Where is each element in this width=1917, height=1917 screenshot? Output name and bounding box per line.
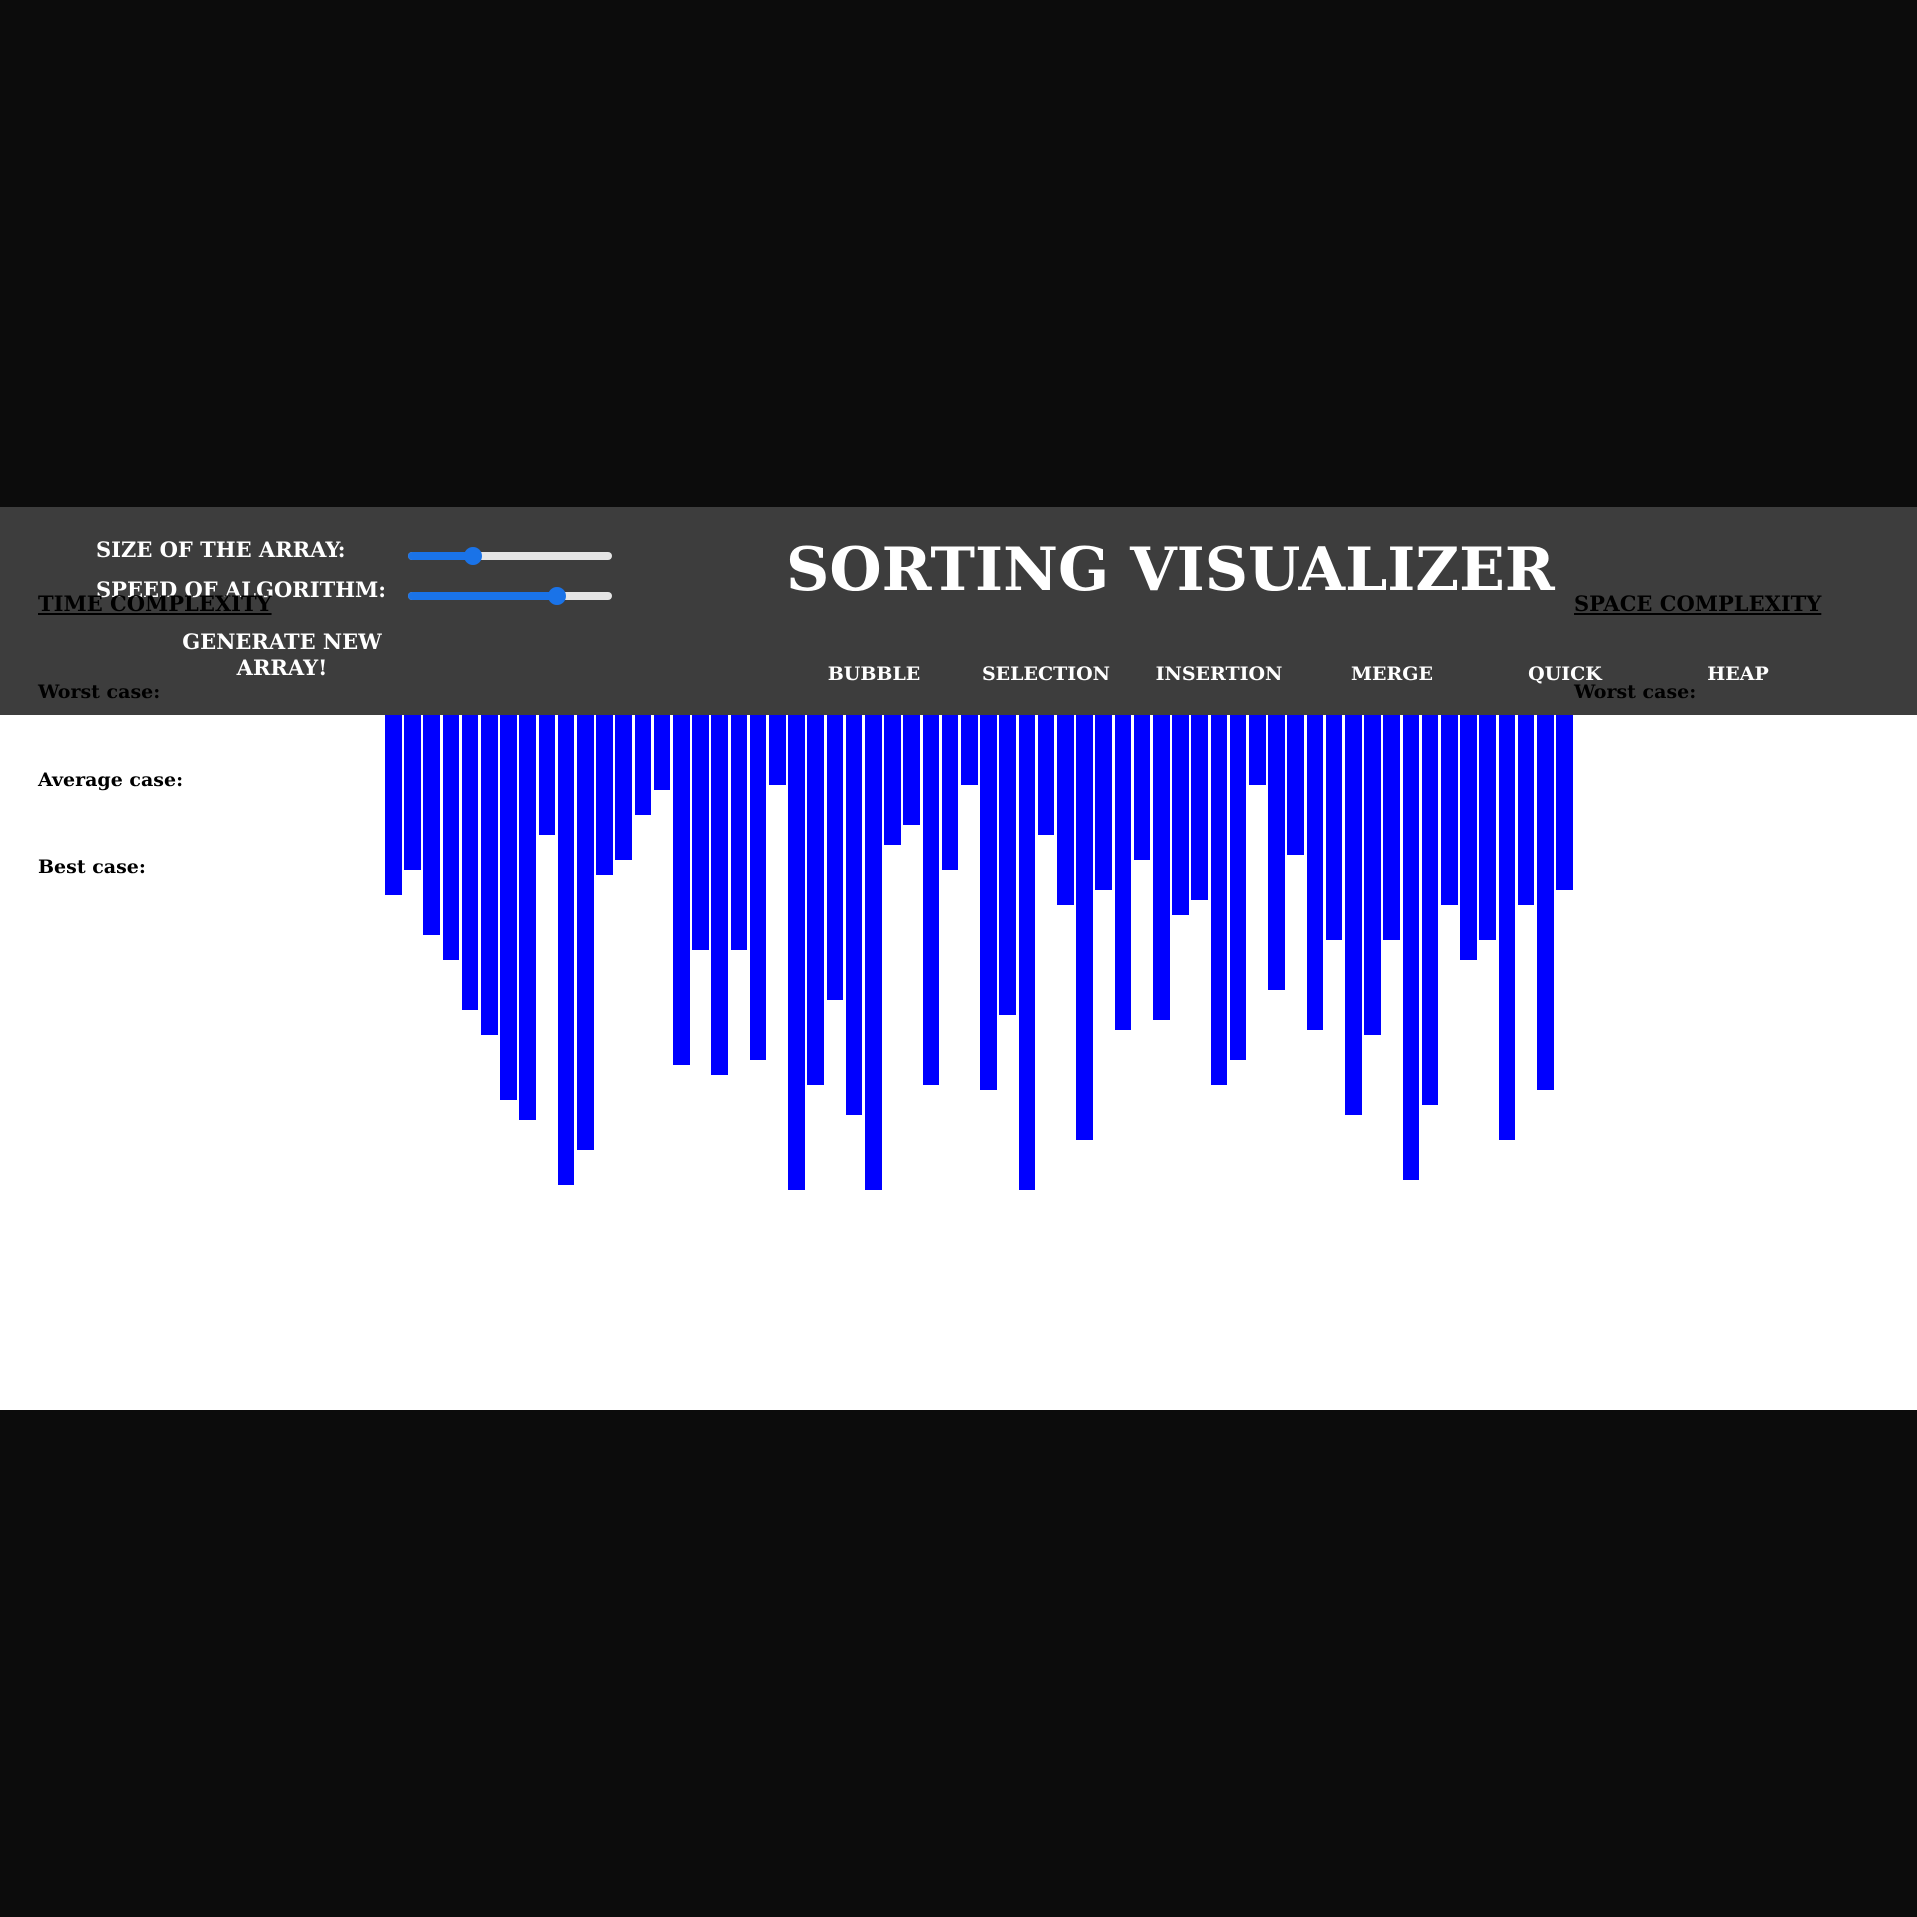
array-bar [1037,715,1055,835]
array-bar [500,715,517,1100]
insertion-sort-button[interactable]: INSERTION [1144,663,1294,685]
array-bars-chart [385,715,1573,1215]
slider-thumb[interactable] [547,587,566,605]
merge-sort-button[interactable]: MERGE [1317,663,1467,685]
time-complexity-heading: TIME COMPLEXITY [38,591,272,616]
quick-sort-button[interactable]: QUICK [1490,663,1640,685]
array-bar [673,715,690,1065]
array-bar [404,715,421,870]
array-bar [999,715,1016,1015]
array-bar [461,715,479,1010]
array-bar [1345,715,1362,1115]
array-bar [1460,715,1477,960]
array-bar [1095,715,1112,890]
array-bar [961,715,978,785]
selection-sort-button[interactable]: SELECTION [971,663,1121,685]
array-bar [1172,715,1189,915]
array-bar [577,715,594,1150]
space-complexity-heading: SPACE COMPLEXITY [1574,591,1822,616]
page-title: SORTING VISUALIZER [786,535,1555,605]
array-bar [1191,715,1208,900]
array-bar [1268,715,1285,990]
array-bar [980,715,997,1090]
app-window: SIZE OF THE ARRAY: SPEED OF ALGORITHM: G… [0,507,1917,1410]
time-average-case-label: Average case: [38,769,184,791]
array-bar [615,715,632,860]
array-bar [634,715,652,815]
array-bar [807,715,824,1085]
slider-track [408,552,612,560]
speed-label: SPEED OF ALGORITHM: [96,577,387,602]
array-bar [1287,715,1304,855]
array-bar [596,715,613,875]
array-bar [1441,715,1458,905]
time-worst-case-label: Worst case: [38,681,161,703]
array-bar [1479,715,1496,940]
slider-fill [408,552,474,560]
array-bar [711,715,728,1075]
array-bar [1114,715,1132,1030]
array-bar [1153,715,1170,1020]
array-bar [1383,715,1400,940]
array-size-slider[interactable] [408,541,612,571]
array-bar [1249,715,1266,785]
array-bar [769,715,786,785]
array-bar [1076,715,1093,1140]
array-bar [653,715,671,790]
array-bar [538,715,556,835]
array-bar [845,715,863,1115]
array-bar [865,715,882,1190]
array-bar [557,715,575,1185]
array-bar [1325,715,1343,940]
array-bar [1498,715,1516,1140]
array-bar [481,715,498,1035]
array-bar [1210,715,1228,1085]
array-bar [519,715,536,1120]
generate-array-button[interactable]: GENERATE NEW ARRAY! [172,629,392,681]
array-bar [922,715,940,1085]
bubble-sort-button[interactable]: BUBBLE [799,663,949,685]
array-bar [1018,715,1036,1190]
speed-slider[interactable] [408,581,612,611]
array-bar [423,715,440,935]
array-size-label: SIZE OF THE ARRAY: [96,537,346,562]
array-bar [1402,715,1420,1180]
array-bar [788,715,805,1190]
array-bar [1421,715,1439,1105]
array-bar [749,715,767,1060]
array-bar [692,715,709,950]
header-bar: SIZE OF THE ARRAY: SPEED OF ALGORITHM: G… [0,507,1917,715]
array-bar [1306,715,1324,1030]
array-bar [1517,715,1535,905]
space-worst-case-label: Worst case: [1574,681,1697,703]
array-bar [442,715,460,960]
array-bar [1057,715,1074,905]
array-bar [884,715,901,845]
array-bar [941,715,959,870]
slider-thumb[interactable] [464,547,483,565]
array-bar [1537,715,1554,1090]
slider-fill [408,592,557,600]
array-bar [1133,715,1151,860]
array-bar [730,715,748,950]
array-bar [1364,715,1381,1035]
array-bar [903,715,920,825]
array-bar [1229,715,1247,1060]
array-bar [1556,715,1573,890]
array-bar [826,715,844,1000]
time-best-case-label: Best case: [38,856,146,878]
heap-sort-button[interactable]: HEAP [1663,663,1813,685]
array-bar [385,715,402,895]
